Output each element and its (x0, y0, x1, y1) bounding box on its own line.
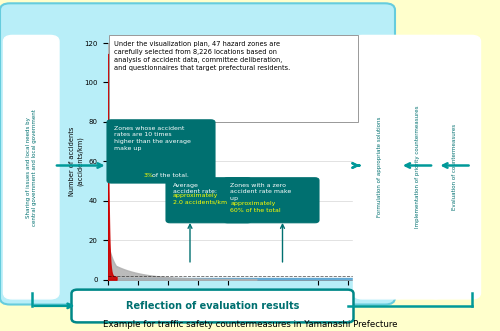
Text: Sharing of issues and local needs by
central government and local government: Sharing of issues and local needs by cen… (26, 109, 38, 226)
X-axis label: Number of zones (8,226 zones): Number of zones (8,226 zones) (176, 298, 286, 305)
Text: 3%: 3% (144, 173, 154, 178)
Text: Formulation of appropriate solutions: Formulation of appropriate solutions (377, 117, 382, 217)
Text: approximately
2.0 accidents/km: approximately 2.0 accidents/km (173, 193, 227, 204)
Text: approximately
60% of the total: approximately 60% of the total (230, 201, 281, 213)
Text: Reflection of evaluation results: Reflection of evaluation results (126, 301, 299, 311)
Text: Under the visualization plan, 47 hazard zones are
carefully selected from 8,226 : Under the visualization plan, 47 hazard … (114, 41, 290, 71)
Text: Evaluation of countermeasures: Evaluation of countermeasures (452, 124, 457, 210)
Text: Zones with a zero
accident rate make
up: Zones with a zero accident rate make up (230, 183, 292, 201)
Text: Average
accident rate:: Average accident rate: (173, 183, 217, 194)
Text: Zones whose accident
rates are 10 times
higher than the average
make up: Zones whose accident rates are 10 times … (114, 126, 191, 151)
Text: of the total.: of the total. (150, 173, 188, 178)
Text: Example for traffic safety countermeasures in Yamanashi Prefecture: Example for traffic safety countermeasur… (103, 320, 397, 329)
Y-axis label: Number of accidents
(accidents/km): Number of accidents (accidents/km) (70, 127, 83, 196)
Text: Implementation of priority countermeasures: Implementation of priority countermeasur… (414, 106, 420, 228)
